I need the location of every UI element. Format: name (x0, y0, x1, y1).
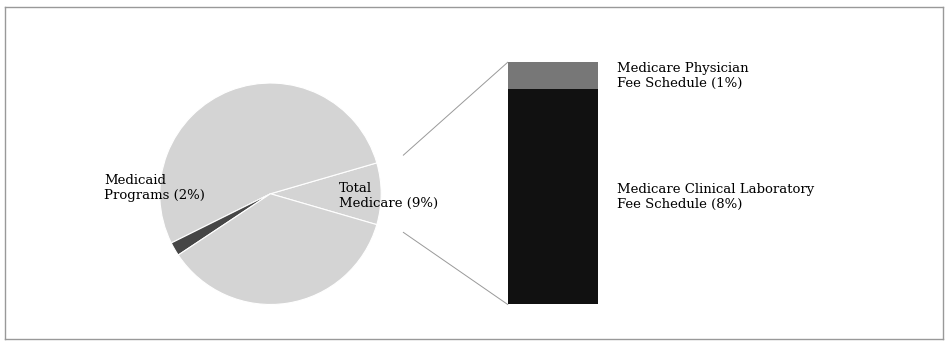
Bar (508, 89, 598, 304)
Wedge shape (159, 83, 377, 243)
Text: Total
Medicare (9%): Total Medicare (9%) (339, 182, 438, 210)
Wedge shape (171, 194, 270, 255)
Wedge shape (270, 163, 381, 225)
Text: Medicare Physician
Fee Schedule (1%): Medicare Physician Fee Schedule (1%) (617, 62, 749, 90)
Wedge shape (178, 194, 377, 304)
Text: Medicaid
Programs (2%): Medicaid Programs (2%) (104, 174, 205, 202)
Bar (508, 62, 598, 89)
Text: 2024 Medicare and Medicaid Revenues as % of Consolidated Net Revenue: 2024 Medicare and Medicaid Revenues as %… (130, 22, 818, 39)
Text: Medicare Clinical Laboratory
Fee Schedule (8%): Medicare Clinical Laboratory Fee Schedul… (617, 183, 814, 211)
